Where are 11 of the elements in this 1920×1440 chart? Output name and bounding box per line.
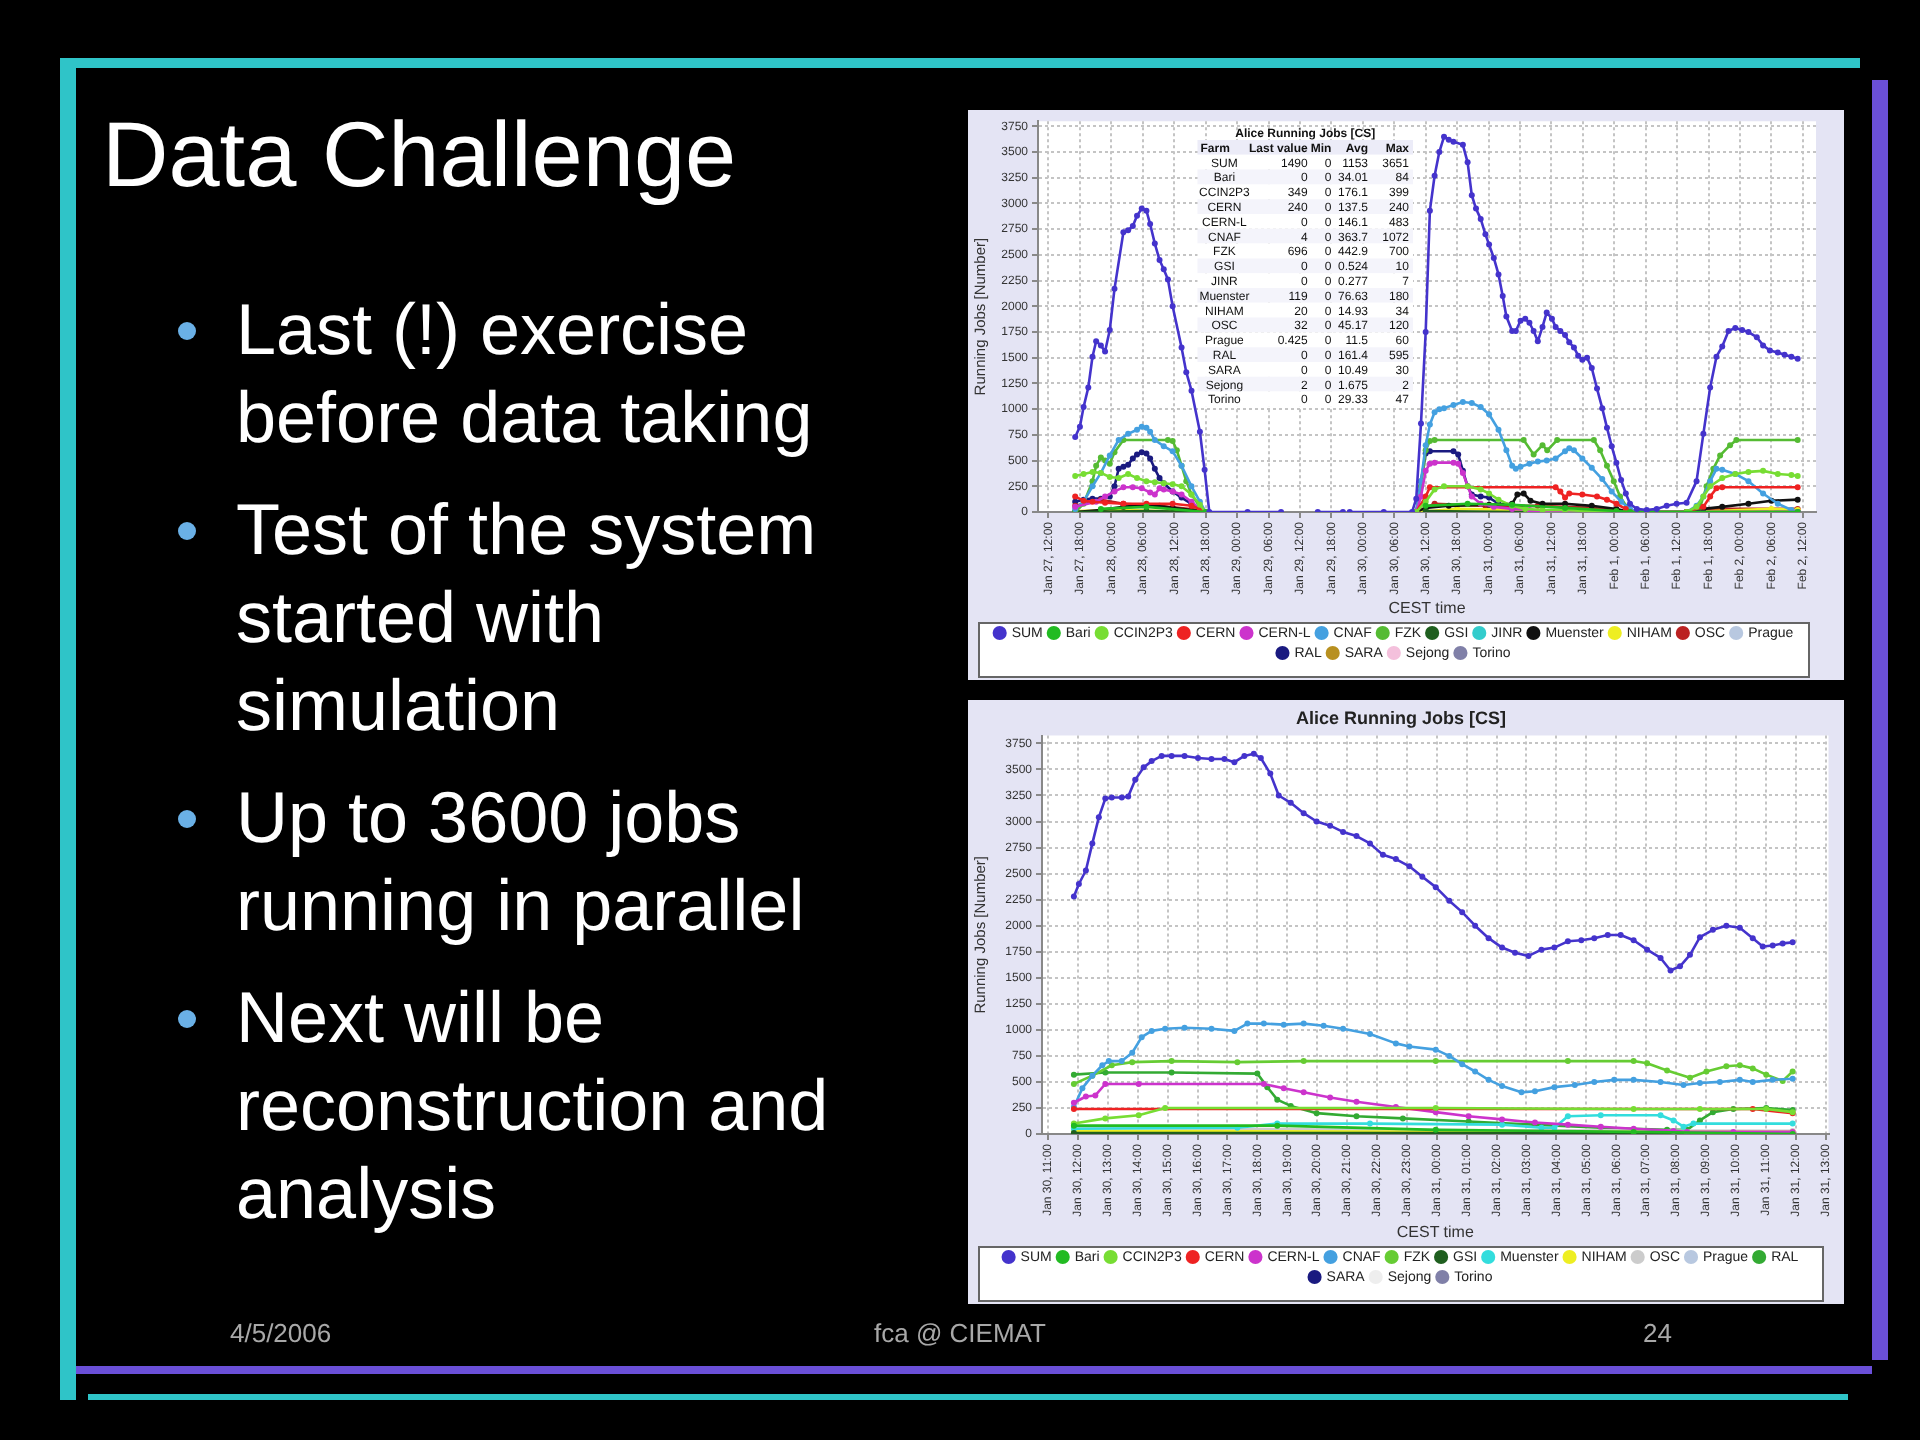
x-axis-title: CEST time (1388, 598, 1467, 617)
text: Next will be reconstruction and analysis (236, 976, 829, 1234)
text: Last (!) exercise before data taking (236, 288, 813, 458)
text: Data Challenge (102, 100, 737, 208)
text: Test of the system started with simulation (236, 488, 817, 746)
text: 4/5/2006 (230, 1318, 334, 1348)
text: fca @ CIEMAT (872, 1318, 1048, 1348)
text: Up to 3600 jobs running in parallel (236, 776, 805, 946)
x-axis-title: CEST time (1396, 1222, 1475, 1241)
chart-title: Alice Running Jobs [CS] (1295, 707, 1507, 728)
text: 24 (1641, 1318, 1672, 1348)
